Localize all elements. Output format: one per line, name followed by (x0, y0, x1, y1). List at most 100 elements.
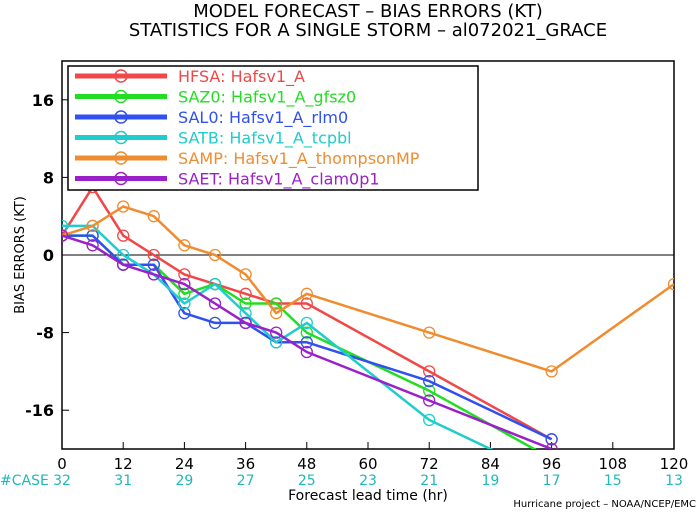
data-point (423, 365, 436, 378)
data-point (178, 297, 191, 310)
data-point (62, 229, 69, 242)
data-point (423, 384, 436, 397)
y-tick-label: 0 (43, 246, 54, 265)
data-point (300, 345, 313, 359)
credit-text: Hurricane project – NOAA/NCEP/EMC (513, 499, 696, 510)
series-layer (62, 180, 674, 449)
legend-label: HFSA: Hafsv1_A (178, 67, 305, 87)
legend-label: SAET: Hafsv1_A_clam0p1 (178, 170, 380, 190)
x-axis-label: Forecast lead time (hr) (288, 488, 448, 504)
y-tick-label: -16 (25, 401, 54, 420)
data-point (178, 307, 191, 320)
series-saet (62, 229, 558, 449)
legend-label: SATB: Hafsv1_A_tcpbl (178, 129, 352, 149)
legend-marker (114, 110, 128, 124)
case-count: 19 (481, 473, 499, 489)
legend-marker (114, 69, 128, 83)
data-point (178, 268, 191, 281)
legend-item-satb: SATB: Hafsv1_A_tcpbl (75, 129, 352, 149)
data-point (178, 277, 191, 291)
data-point (423, 326, 436, 339)
legend-marker (114, 89, 128, 104)
data-point (147, 210, 160, 223)
x-tick-label: 84 (481, 455, 500, 473)
data-point (239, 307, 252, 320)
data-point (423, 413, 436, 427)
x-tick-label: 24 (175, 455, 194, 473)
data-point (239, 268, 252, 281)
legend-label: SAMP: Hafsv1_A_thompsonMP (178, 149, 420, 169)
data-point (117, 200, 130, 213)
case-count: 13 (665, 473, 683, 489)
data-point (117, 248, 130, 262)
legend-item-saz0: SAZ0: Hafsv1_A_gfsz0 (75, 88, 356, 108)
legend-marker (114, 130, 128, 145)
data-point (117, 229, 130, 242)
x-axis-ticks: 0 12 24 36 48 60 72 84 96 108 120 (57, 442, 688, 473)
case-count: 32 (53, 473, 71, 489)
legend-label: SAZ0: Hafsv1_A_gfsz0 (178, 88, 356, 108)
case-count: 15 (604, 473, 622, 489)
case-count: 21 (420, 473, 438, 489)
y-tick-label: 8 (43, 168, 54, 187)
x-tick-label: 36 (236, 455, 255, 473)
legend-item-samp: SAMP: Hafsv1_A_thompsonMP (75, 149, 420, 169)
data-point (117, 258, 130, 271)
data-point (300, 326, 313, 339)
data-point (300, 316, 313, 330)
series-samp (62, 200, 674, 378)
data-point (300, 336, 313, 349)
data-point (147, 258, 160, 271)
data-point (545, 442, 558, 449)
series-line (62, 224, 494, 449)
data-point (667, 277, 674, 291)
case-counts: 32 31 29 27 25 23 21 19 17 15 13 (53, 473, 683, 489)
x-tick-label: 0 (57, 455, 67, 473)
case-label: #CASE (0, 473, 49, 489)
data-point (86, 229, 99, 242)
data-point (62, 219, 69, 233)
x-tick-label: 108 (598, 455, 627, 473)
legend-item-saet: SAET: Hafsv1_A_clam0p1 (75, 170, 380, 190)
x-tick-label: 72 (420, 455, 439, 473)
series-line (62, 205, 674, 373)
data-point (423, 374, 436, 388)
x-tick-label: 12 (114, 455, 133, 473)
data-point (86, 219, 99, 233)
data-point (300, 297, 313, 310)
y-tick-label: 16 (32, 91, 54, 110)
data-point (86, 239, 99, 252)
case-count: 27 (237, 473, 255, 489)
data-point (239, 297, 252, 310)
data-point (239, 316, 252, 330)
data-point (270, 326, 283, 339)
data-point (178, 287, 191, 300)
case-count: 31 (114, 473, 132, 489)
data-point (147, 248, 160, 262)
legend-box (67, 65, 479, 191)
data-point (239, 287, 252, 300)
case-count: 25 (298, 473, 316, 489)
data-point (545, 365, 558, 378)
data-point (545, 433, 558, 446)
chart-subtitle: STATISTICS FOR A SINGLE STORM – al072021… (129, 20, 607, 41)
legend-item-sal0: SAL0: Hafsv1_A_rlm0 (75, 108, 348, 128)
x-tick-label: 48 (297, 455, 316, 473)
data-point (208, 297, 222, 310)
x-tick-label: 96 (542, 455, 561, 473)
case-count: 29 (175, 473, 193, 489)
legend-marker (114, 151, 128, 165)
legend-label: SAL0: Hafsv1_A_rlm0 (178, 108, 348, 128)
data-point (270, 297, 283, 310)
data-point (208, 316, 222, 330)
data-point (147, 268, 160, 281)
y-tick-label: -8 (36, 324, 54, 343)
legend-marker (114, 171, 128, 186)
x-tick-label: 120 (660, 455, 689, 473)
x-tick-label: 60 (358, 455, 377, 473)
data-point (208, 248, 222, 262)
data-point (178, 239, 191, 252)
chart-title: MODEL FORECAST – BIAS ERRORS (KT) (193, 1, 543, 22)
